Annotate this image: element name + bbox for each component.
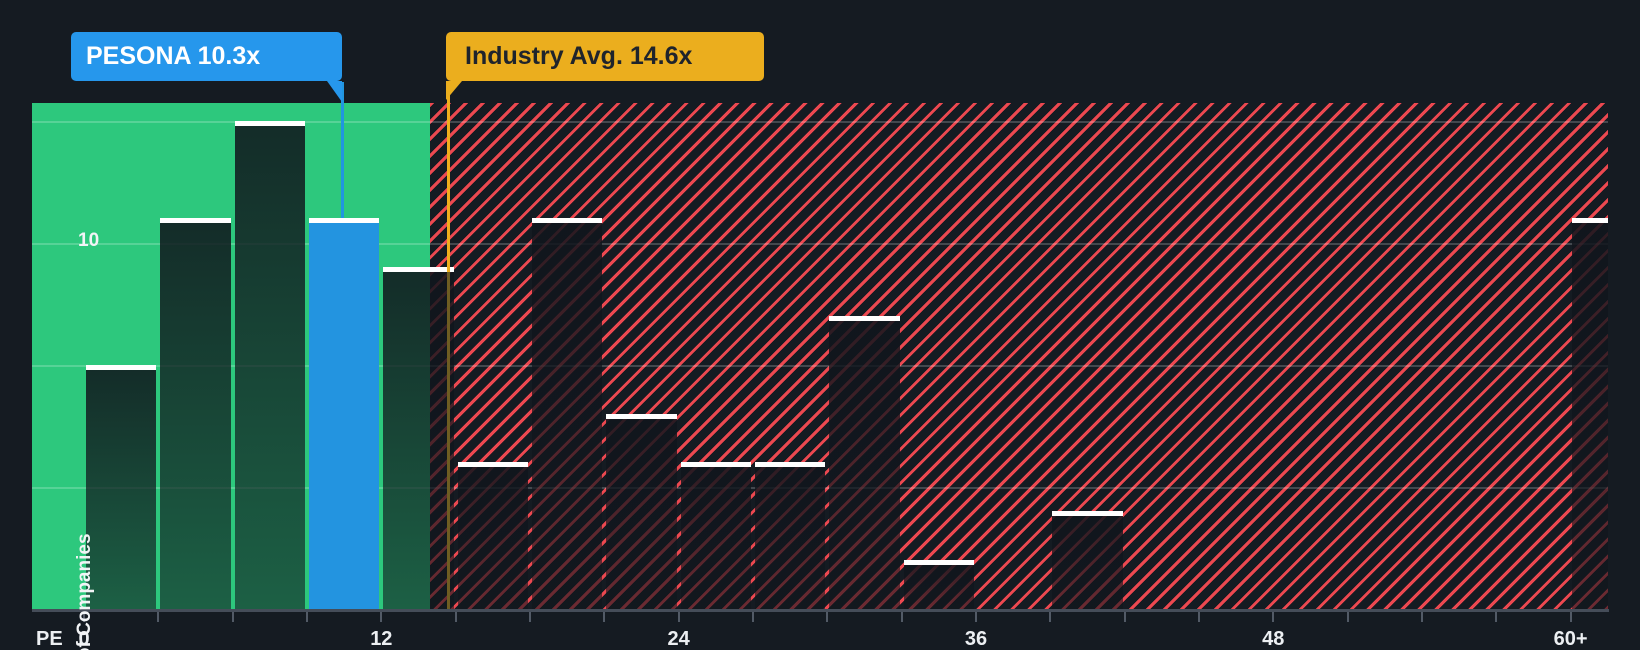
histogram-bar[interactable] xyxy=(754,462,826,609)
x-axis-tick xyxy=(677,612,680,622)
x-axis-tick xyxy=(454,612,457,622)
x-axis-title: PE xyxy=(36,628,63,650)
histogram-bar[interactable] xyxy=(160,218,231,609)
histogram-bar[interactable] xyxy=(829,315,900,609)
x-axis-tick xyxy=(1049,612,1052,622)
industry-avg-tooltip-label: Industry Avg. 14.6x xyxy=(465,42,693,70)
x-axis-tick xyxy=(305,612,308,622)
x-axis-tick xyxy=(826,612,829,622)
industry-avg-line xyxy=(447,82,450,609)
histogram-bar[interactable] xyxy=(680,462,751,609)
x-axis-tick xyxy=(1272,612,1275,622)
y-axis-title: No. of Companies xyxy=(74,533,95,650)
histogram-bar[interactable] xyxy=(86,364,157,609)
x-axis-tick xyxy=(1346,612,1349,622)
x-axis-tick-label: 12 xyxy=(370,628,393,650)
histogram-bar[interactable] xyxy=(457,462,528,609)
x-axis-tick xyxy=(380,612,383,622)
x-axis-tick xyxy=(900,612,903,622)
histogram-bar[interactable] xyxy=(903,560,974,609)
y-axis-tick-label: 10 xyxy=(78,230,100,251)
x-axis-line xyxy=(32,609,1609,612)
x-axis-tick-label: 24 xyxy=(667,628,690,650)
company-tooltip-label: PESONA 10.3x xyxy=(86,42,261,70)
x-axis-tick xyxy=(1123,612,1126,622)
company-bar[interactable] xyxy=(308,218,380,609)
x-axis-tick xyxy=(751,612,754,622)
x-axis-tick xyxy=(83,612,85,622)
gridline xyxy=(32,242,1608,245)
company-tooltip-pointer xyxy=(327,81,342,102)
histogram-bar[interactable] xyxy=(1052,511,1123,609)
industry-avg-tooltip-pointer xyxy=(446,81,462,100)
histogram-bar[interactable] xyxy=(606,413,677,609)
x-axis-tick xyxy=(157,612,160,622)
x-axis-tick xyxy=(1420,612,1423,622)
gridline xyxy=(32,364,1608,367)
x-axis-tick xyxy=(974,612,977,622)
x-axis-tick xyxy=(603,612,606,622)
histogram-bar[interactable] xyxy=(531,218,603,609)
x-axis-tick-label: 48 xyxy=(1262,628,1285,650)
plot-area: 10 No. of Companies xyxy=(32,103,1608,650)
industry-avg-tooltip: Industry Avg. 14.6x xyxy=(446,32,764,81)
x-axis-tick xyxy=(231,612,234,622)
x-axis-tick-label: 60+ xyxy=(1553,628,1588,650)
histogram-bar[interactable] xyxy=(383,267,454,609)
gridline xyxy=(32,120,1608,123)
x-axis-tick-label: 0 xyxy=(78,628,90,650)
x-axis-tick xyxy=(1197,612,1200,622)
histogram-bar[interactable] xyxy=(1572,218,1608,609)
x-axis-tick xyxy=(1569,612,1572,622)
x-axis-tick-label: 36 xyxy=(964,628,988,650)
company-marker-line xyxy=(340,82,344,218)
x-axis-tick xyxy=(1495,612,1498,622)
x-axis-tick xyxy=(528,612,531,622)
histogram-bar[interactable] xyxy=(234,120,305,609)
company-tooltip: PESONA 10.3x xyxy=(71,32,342,81)
